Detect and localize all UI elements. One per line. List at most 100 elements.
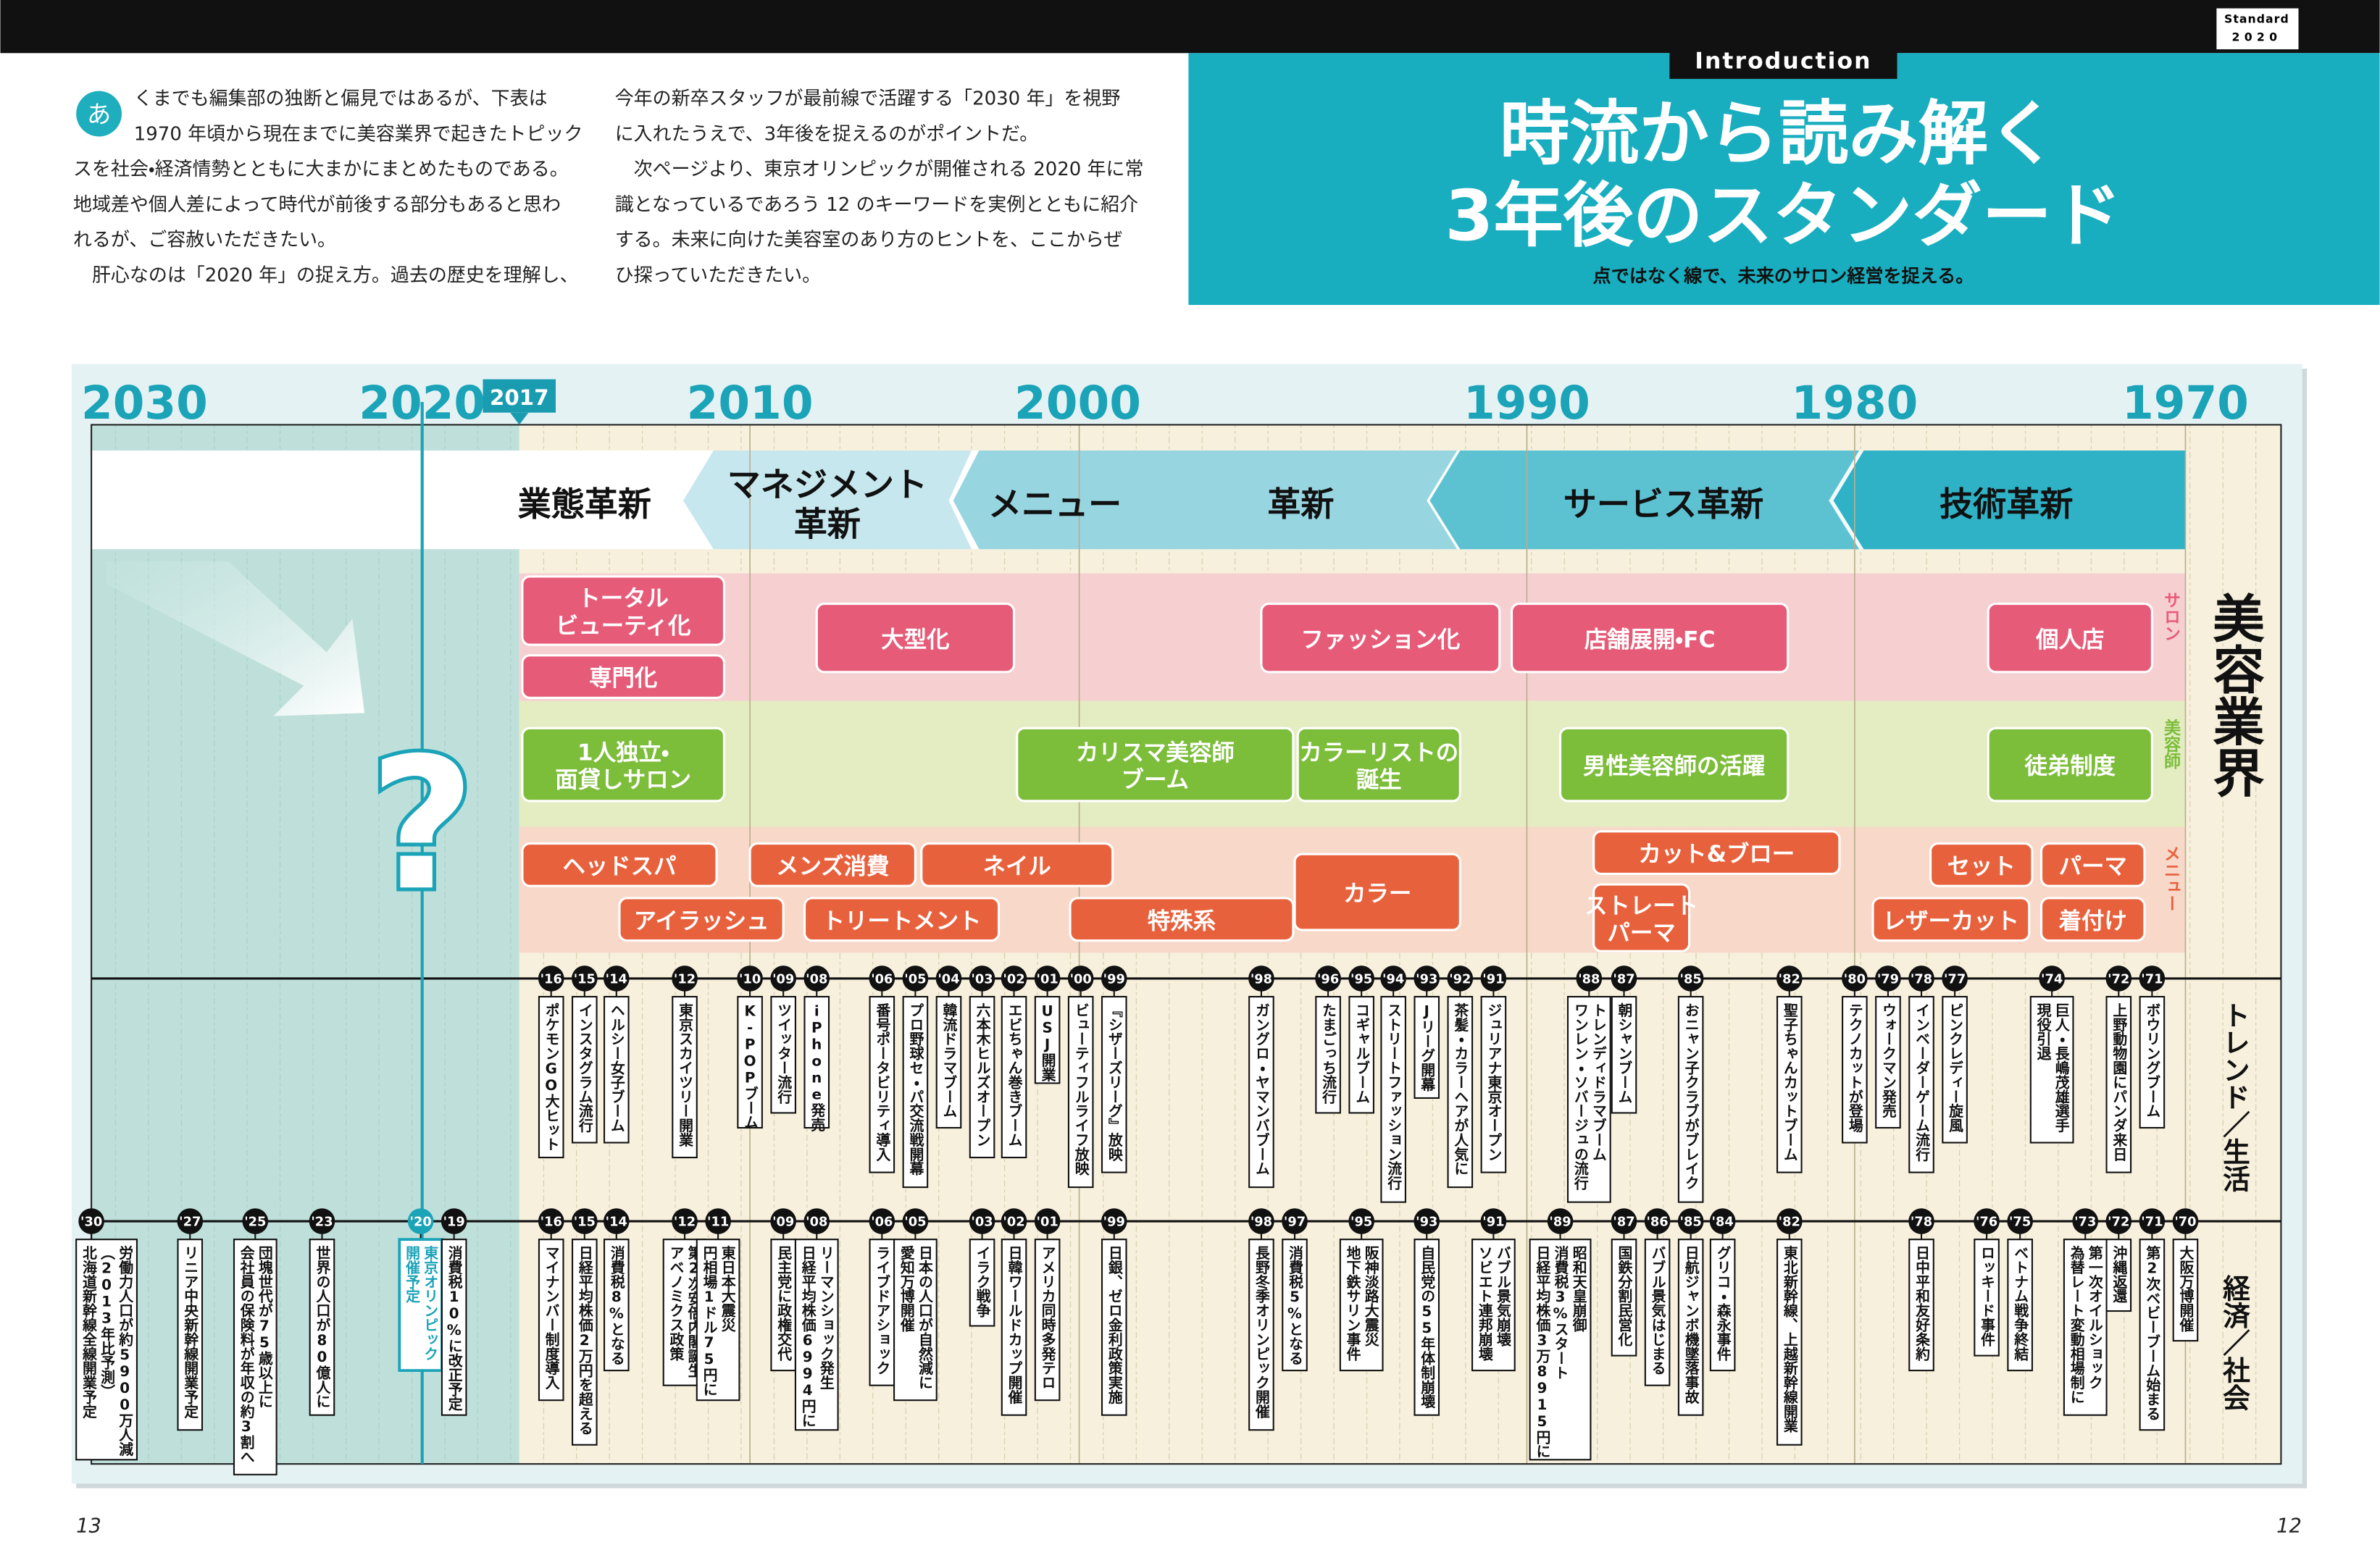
event-box [1414,996,1440,1100]
event-text: 東日本大震災 [719,1245,736,1332]
year-dot [1776,1208,1803,1234]
event-text: 日韓ワールドカップ開催 [1006,1246,1023,1404]
year-dot [2105,966,2132,992]
event-year: '27 [179,1215,201,1230]
event-text: エビちゃん巻きブーム [1006,1002,1023,1147]
phase-label: メニュー [988,485,1122,524]
topic-label: セット [1947,853,2016,879]
event-year: '85 [1680,1215,1702,1230]
event-text: 六本木ヒルズオープン [974,1002,991,1147]
year-label: 2010 [687,377,814,430]
event-year: '88 [1578,972,1600,987]
topic-label: 特殊系 [1148,908,1216,934]
event-year: '16 [540,972,562,987]
topic-label: 個人店 [2035,627,2104,653]
intro-line: する。未来に向けた美容室のあり方のヒントを、ここからぜ [615,230,1123,251]
event-text: 日経平均株価3万8915円に [1534,1246,1551,1459]
event-box [969,996,995,1159]
event-year: '14 [606,1215,627,1230]
topic-box [1987,603,2153,674]
event-text: 現役引退 [2034,1002,2052,1060]
topic-label: 1人独立・ [577,740,669,766]
year-dot [1842,966,1868,992]
event-year: '02 [1003,972,1024,987]
intro-line: 次ページより、東京オリンピックが開催される 2020 年に常 [615,159,1144,180]
event-text: リーマンショック発生 [817,1246,835,1390]
phase-label: 革新 [794,504,861,543]
event-text: ヘルシー女子ブーム [608,1002,625,1132]
year-dot [1480,1208,1507,1234]
topic-label: 徒弟制度 [2024,753,2116,779]
event-box [893,1239,938,1402]
event-text: 消費税10%に改正予定 [446,1245,462,1411]
phase-chevron [1833,451,2186,550]
event-text: マイナンバー制度導入 [543,1246,560,1391]
event-text: ストリートファッション流行 [1385,1002,1403,1190]
event-text: 世界の人口が80億人に [314,1246,331,1409]
year-dot [2139,966,2166,992]
topic-box [1293,853,1461,931]
topic-label: 男性美容師の活躍 [1583,753,1765,779]
event-year: '12 [674,972,696,987]
topic-label: カリスマ美容師 [1076,740,1235,766]
event-box [1248,1239,1274,1431]
event-text: 上野動物園にパンダ来日 [2110,1002,2128,1161]
topic-box [1558,726,1790,803]
event-text: 『シザーズリーグ』放映 [1106,1002,1123,1161]
intro-line: れるが、ご容赦いただきたい。 [73,230,336,251]
event-year: '87 [1613,1215,1634,1230]
year-dot [1611,966,1637,992]
intro-line: 今年の新卒スタッフが最前線で活躍する「2030 年」を視野 [615,88,1121,110]
event-year: '05 [904,1215,926,1230]
event-box [1339,1239,1384,1372]
event-box [1480,996,1507,1173]
event-text: （2013年比予測） [99,1246,115,1399]
event-year: '89 [1549,1215,1571,1230]
event-year: '01 [1037,1215,1059,1230]
event-year: '08 [806,972,827,987]
intro-line: スを社会・経済情勢とともに大まかにまとめたものである。 [73,159,569,180]
event-box [1677,996,1704,1203]
year-dot [770,966,796,992]
year-label: 2000 [1014,377,1141,430]
event-text: 円相場1ドル75円に [701,1246,717,1396]
year-dot [1067,966,1094,992]
event-box [770,996,796,1114]
year-dot [1348,1208,1374,1234]
event-year: '91 [1482,972,1504,987]
year-dot [672,1208,698,1234]
topic-label: アイラッシュ [634,908,769,934]
event-year: '85 [1680,972,1702,987]
topic-box [803,897,1001,942]
event-year: '19 [443,1215,465,1230]
event-box [1644,1239,1671,1386]
event-box [2029,996,2074,1144]
event-text: 為替レート変動相場制に [2068,1245,2084,1404]
topic-label: 面貸しサロン [555,767,691,793]
year-dot [1677,1208,1704,1234]
industry-label: 美容業界 [2204,592,2265,798]
year-dot [1677,966,1704,992]
event-box [803,996,830,1129]
event-text: USJ開業 [1039,1002,1056,1081]
event-year: '93 [1416,972,1437,987]
event-year: '16 [540,1215,562,1230]
initial-circle [76,91,122,137]
event-text: ガングロ・ヤマンバブーム [1253,1002,1269,1176]
event-year: '94 [1382,972,1404,987]
event-year: '03 [971,1215,993,1230]
event-box [1282,1239,1308,1372]
year-dot [1414,1208,1440,1234]
event-year: '93 [1416,1215,1437,1230]
intro-line: 地域差や個人差によって時代が前後する部分もあると思わ [73,194,561,216]
event-year: '70 [2174,1215,2196,1230]
year-dot [1447,966,1474,992]
year-dot [1908,1208,1934,1234]
event-text: 第2次ベビーブーム始まる [2144,1245,2160,1420]
event-year: '76 [1976,1215,1997,1230]
topic-box [1929,842,2034,887]
topic-label: ストレート [1584,893,1698,919]
event-box [869,1239,895,1386]
event-box [1348,996,1374,1114]
event-box [538,1239,564,1402]
